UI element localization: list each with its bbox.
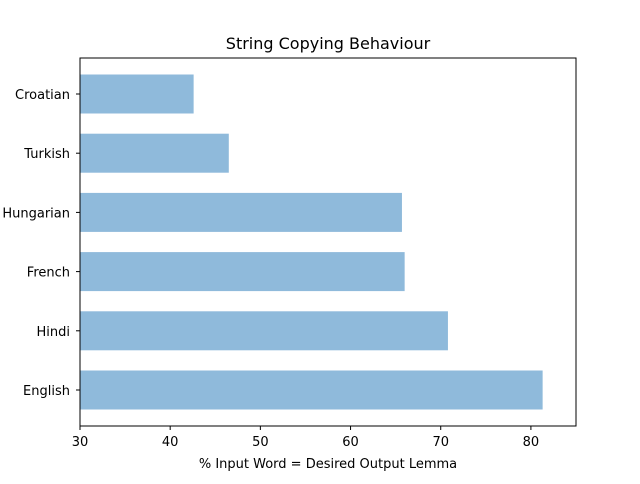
y-tick-label-turkish: Turkish xyxy=(23,147,70,162)
x-tick-label-60: 60 xyxy=(342,435,359,450)
y-axis: Croatian Turkish Hungarian French Hindi Engli… xyxy=(2,88,80,399)
bars-layer xyxy=(80,74,543,410)
x-tick-label-50: 50 xyxy=(252,435,269,450)
bar-french xyxy=(80,252,405,292)
y-tick-label-english: English xyxy=(23,384,70,399)
y-tick-label-hindi: Hindi xyxy=(37,325,71,340)
x-tick-label-80: 80 xyxy=(523,435,540,450)
x-axis: 30 40 50 60 70 80 xyxy=(72,426,539,450)
chart-title: String Copying Behaviour xyxy=(226,34,431,53)
x-tick-label-40: 40 xyxy=(162,435,179,450)
bar-english xyxy=(80,370,543,410)
x-axis-label: % Input Word = Desired Output Lemma xyxy=(199,457,457,472)
bar-turkish xyxy=(80,133,229,173)
y-tick-label-french: French xyxy=(27,266,70,281)
bar-croatian xyxy=(80,74,194,114)
plot-frame xyxy=(79,57,577,427)
x-tick-label-70: 70 xyxy=(432,435,449,450)
y-tick-label-hungarian: Hungarian xyxy=(2,206,70,221)
bar-hindi xyxy=(80,311,448,351)
y-tick-label-croatian: Croatian xyxy=(15,88,70,103)
bar-hungarian xyxy=(80,192,402,232)
x-tick-label-30: 30 xyxy=(72,435,89,450)
